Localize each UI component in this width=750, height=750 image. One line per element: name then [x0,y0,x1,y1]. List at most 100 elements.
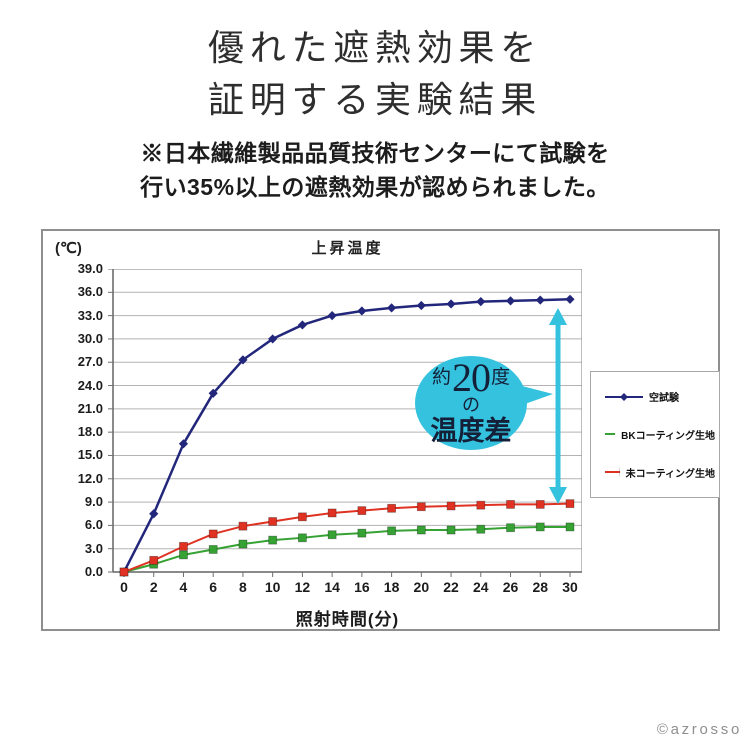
legend-item: BKコーティング生地 [605,427,715,442]
legend-label: 未コーティング生地 [625,468,715,480]
data-point-square [446,501,456,511]
y-tick-label: 30.0 [77,330,103,346]
data-point-square [179,541,188,551]
x-tick-label: 22 [443,579,459,595]
legend-marker-icon [605,471,620,474]
data-point-square [179,550,188,560]
y-tick-label: 18.0 [77,424,103,440]
y-tick-label: 0.0 [84,564,103,579]
data-point-diamond [446,299,456,309]
page-title-line1: 優れた遮熱効果を [207,28,543,68]
data-point-square [535,522,545,532]
test-note-line1: ※日本繊維製品品質技術センターにて試験を [140,140,610,166]
y-tick-label: 21.0 [77,400,103,416]
x-tick-label: 16 [354,579,370,595]
y-tick-label: 24.0 [77,377,103,393]
callout-prefix: 約 [431,366,451,388]
data-point-square [357,528,367,538]
page-title-line2: 証明する実験結果 [207,80,543,120]
y-tick-label: 36.0 [77,284,103,300]
y-tick-label: 15.0 [77,447,103,463]
x-tick-label: 28 [532,579,549,595]
callout-line3: 温度差 [430,415,512,446]
series-line [122,298,571,573]
data-point-square [416,525,426,535]
page-title: 優れた遮熱効果を 証明する実験結果 [0,22,750,126]
y-tick-label: 12.0 [77,470,103,486]
data-point-square [238,539,248,549]
y-tick-label: 33.0 [77,307,103,323]
x-tick-label: 30 [562,579,578,595]
y-tick-label: 27.0 [77,354,103,370]
data-point-diamond [327,311,337,321]
data-point-square [268,517,278,526]
data-point-diamond [476,297,486,307]
data-point-diamond [387,303,397,313]
data-point-square [208,545,218,554]
temperature-difference-callout: 約 20 度 の 温度差 [415,356,527,450]
data-point-square [506,523,515,533]
data-point-square [238,521,248,531]
data-point-square [297,512,307,522]
y-tick-label: 3.0 [84,540,103,556]
callout-suffix: 度 [491,366,511,388]
legend-item: 空試験 [605,389,715,404]
data-point-square [149,555,159,565]
data-point-square [476,500,486,510]
x-tick-label: 24 [473,579,489,595]
data-point-diamond [565,294,575,304]
data-point-square [416,502,426,512]
data-point-square [268,535,278,545]
x-tick-label: 4 [179,579,188,595]
watermark: ©azrosso [656,721,742,738]
series-line [123,502,571,573]
x-tick-label: 14 [324,579,340,595]
series-line [123,525,570,573]
data-point-square [446,525,456,535]
callout-line2: の [462,394,480,415]
data-point-square [476,524,486,534]
data-point-square [119,567,129,577]
data-point-square [327,508,337,518]
data-point-square [297,533,307,543]
legend-label: BKコーティング生地 [621,430,715,442]
data-point-diamond [178,439,189,449]
callout-number: 20 [452,354,491,400]
data-point-square [506,500,515,509]
data-point-diamond [357,306,367,316]
chart-panel: (℃) 上昇温度 39.0 36.0 33.0 30.0 27.0 24.0 21.0 18.… [41,229,720,631]
line-chart-plot [108,269,582,577]
data-point-square [535,500,545,509]
legend-label: 空試験 [649,393,679,405]
test-note: ※日本繊維製品品質技術センターにて試験を 行い35%以上の遮熱効果が認められまし… [0,136,750,204]
data-point-square [565,499,575,509]
legend-marker-icon [605,433,616,436]
test-note-line2: 行い35%以上の遮熱効果が認められました。 [140,174,610,200]
legend-marker-icon [605,392,643,401]
y-tick-label: 6.0 [84,517,103,533]
x-axis-title: 照射時間(分) [295,610,400,629]
callout-tail [522,386,553,405]
chart-legend: 空試験 BKコーティング生地 未コーティング生地 [590,371,720,498]
legend-item: 未コーティング生地 [605,465,715,480]
y-tick-label: 39.0 [77,261,103,276]
y-axis-unit-label: (℃) [55,240,82,257]
y-tick-label: 9.0 [84,494,103,510]
x-tick-label: 26 [502,579,519,595]
data-point-square [387,503,397,513]
data-point-diamond [505,296,516,306]
x-tick-label: 18 [383,579,400,595]
data-point-diamond [297,320,307,330]
x-tick-label: 10 [264,579,281,595]
data-point-square [357,506,367,516]
x-tick-label: 6 [209,579,218,595]
data-point-square [565,522,575,532]
data-point-diamond [535,295,545,305]
chart-title: 上昇温度 [311,240,384,257]
x-tick-label: 8 [239,579,247,595]
data-point-diamond [416,300,426,311]
x-tick-label: 2 [149,579,158,595]
data-point-square [208,529,218,539]
data-point-square [327,530,337,540]
